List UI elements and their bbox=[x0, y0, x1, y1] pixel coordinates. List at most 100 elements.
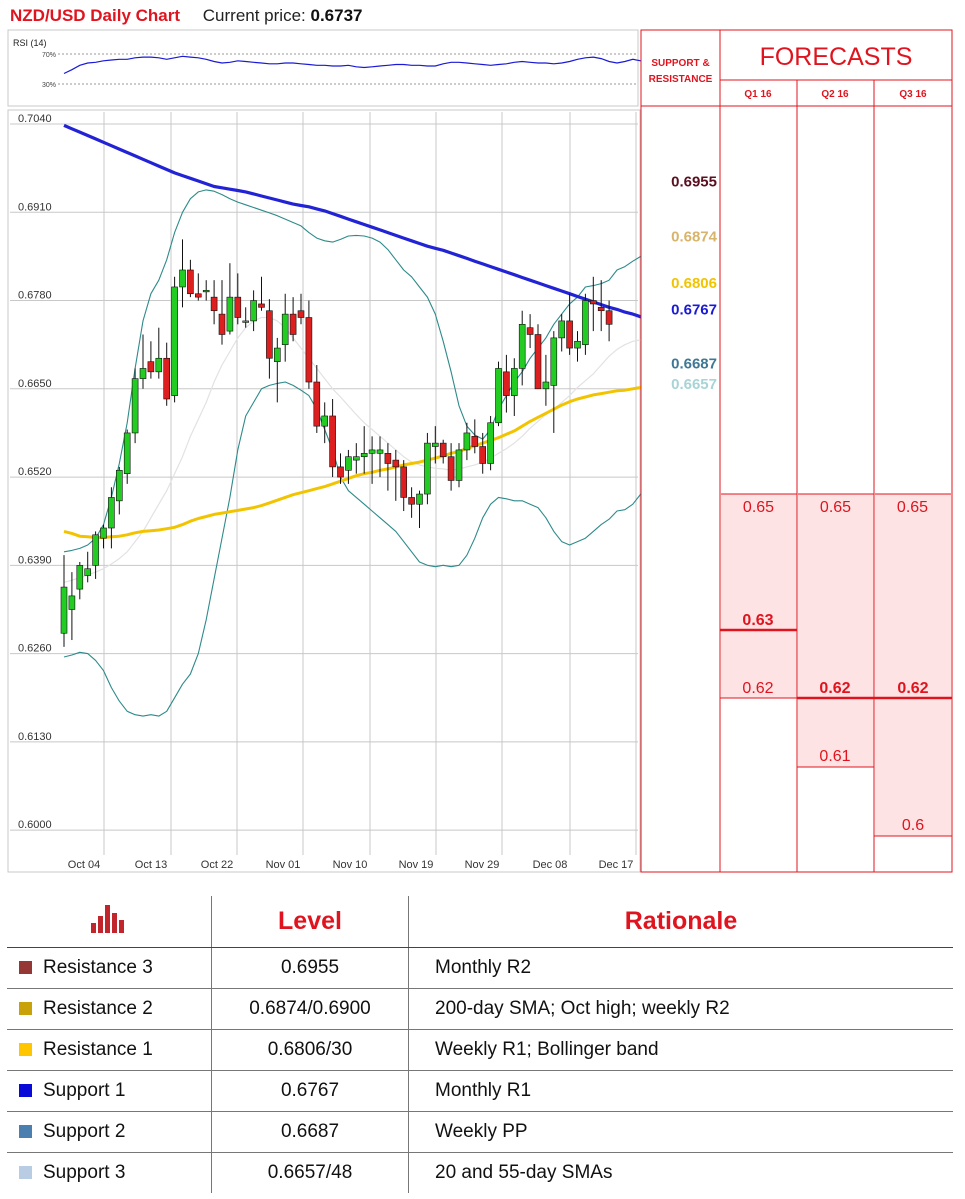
y-tick-label: 0.7040 bbox=[18, 113, 52, 125]
level-name: Support 2 bbox=[43, 1121, 126, 1142]
forecast-values: 0.65 0.65 0.65 0.63 0.62 0.62 0.61 0.62 0.6 bbox=[742, 499, 928, 834]
candle-up bbox=[574, 340, 581, 349]
level-name: Resistance 3 bbox=[43, 957, 153, 978]
series-group bbox=[63, 123, 650, 717]
forecast-shade bbox=[875, 494, 951, 836]
candle-up bbox=[92, 534, 99, 566]
y-tick-label: 0.6130 bbox=[18, 731, 52, 743]
candle-up bbox=[455, 449, 463, 481]
forecast-q3-bottom: 0.6 bbox=[902, 817, 924, 834]
candle-down bbox=[534, 334, 542, 390]
level-name-cell: Resistance 2 bbox=[7, 988, 212, 1030]
level-color-swatch bbox=[19, 1002, 32, 1015]
candle-up bbox=[123, 432, 131, 474]
candle-down bbox=[526, 327, 534, 335]
candle-down bbox=[439, 442, 447, 458]
levels-table-body: Resistance 3 0.6955 Monthly R2 Resistance 2… bbox=[7, 947, 953, 1193]
candle-down bbox=[266, 310, 273, 359]
sr-level-label: 0.6955 bbox=[671, 174, 717, 191]
level-value: 0.6806/30 bbox=[211, 1029, 409, 1071]
candle-down bbox=[218, 313, 226, 335]
price-panel bbox=[7, 109, 641, 873]
candle-up bbox=[360, 453, 368, 458]
candle-up bbox=[131, 378, 139, 434]
candle-down bbox=[589, 300, 597, 305]
sr-level-label: 0.6767 bbox=[671, 301, 717, 318]
level-rationale: Monthly R1 bbox=[408, 1070, 953, 1112]
sr-level-label: 0.6874 bbox=[671, 229, 718, 246]
candle-up bbox=[368, 449, 376, 454]
x-grid: Oct 04 Oct 13 Oct 22 Nov 01 Nov 10 Nov 19 Nov … bbox=[68, 112, 637, 871]
levels-table-row: Resistance 3 0.6955 Monthly R2 bbox=[7, 947, 953, 989]
forecast-top-value: 0.65 bbox=[820, 499, 851, 516]
levels-table-row: Support 1 0.6767 Monthly R1 bbox=[7, 1070, 953, 1112]
forecast-q3-header: Q3 16 bbox=[899, 89, 927, 100]
level-value: 0.6657/48 bbox=[211, 1152, 409, 1193]
current-price-label: Current price: bbox=[202, 6, 306, 25]
level-rationale: Weekly R1; Bollinger band bbox=[408, 1029, 953, 1071]
candle-down bbox=[297, 310, 305, 318]
x-tick-label: Dec 08 bbox=[533, 859, 568, 871]
level-name-cell: Resistance 1 bbox=[7, 1029, 212, 1071]
candle-down bbox=[163, 357, 170, 400]
bollinger-lower-line bbox=[63, 381, 650, 717]
candle-down bbox=[305, 317, 313, 383]
candle-down bbox=[210, 296, 218, 312]
candle-down bbox=[447, 456, 455, 481]
candle-up bbox=[376, 449, 384, 454]
candle-up bbox=[171, 286, 178, 396]
candle-up bbox=[242, 320, 249, 323]
levels-table-row: Resistance 2 0.6874/0.6900 200-day SMA; Oc… bbox=[7, 988, 953, 1030]
sr-column bbox=[640, 29, 721, 873]
candle-up bbox=[155, 357, 163, 373]
candle-up bbox=[76, 565, 84, 590]
candle-up bbox=[542, 381, 550, 390]
candle-up bbox=[250, 300, 257, 322]
candle-up bbox=[273, 347, 281, 362]
sr-title-line1: SUPPORT & bbox=[651, 58, 709, 69]
candle-up bbox=[60, 586, 68, 634]
level-name-cell: Support 2 bbox=[7, 1111, 212, 1153]
candle-down bbox=[566, 320, 573, 349]
candle-up bbox=[518, 324, 526, 369]
candle-down bbox=[195, 293, 202, 298]
candle-up bbox=[84, 568, 91, 576]
bollinger-upper-line bbox=[63, 189, 649, 553]
candle-up bbox=[416, 493, 423, 505]
levels-table-row: Resistance 1 0.6806/30 Weekly R1; Bollinge… bbox=[7, 1029, 953, 1071]
x-tick-label: Oct 04 bbox=[68, 859, 100, 871]
candle-up bbox=[179, 269, 186, 288]
forecast-q1-mid: 0.63 bbox=[742, 612, 773, 629]
level-name: Resistance 2 bbox=[43, 998, 153, 1019]
sr-level-label: 0.6657 bbox=[671, 376, 717, 393]
level-value: 0.6687 bbox=[211, 1111, 409, 1153]
level-value: 0.6874/0.6900 bbox=[211, 988, 409, 1030]
forecast-q1-bottom: 0.62 bbox=[742, 680, 773, 697]
y-tick-label: 0.6650 bbox=[18, 378, 52, 390]
candle-down bbox=[313, 381, 321, 427]
candle-up bbox=[558, 320, 566, 339]
level-rationale: Weekly PP bbox=[408, 1111, 953, 1153]
candle-up bbox=[281, 313, 289, 345]
level-column-header: Level bbox=[211, 896, 409, 948]
forecast-q1-header: Q1 16 bbox=[744, 89, 772, 100]
sr-level-label: 0.6806 bbox=[671, 275, 717, 292]
level-color-swatch bbox=[19, 1043, 32, 1056]
x-tick-label: Nov 10 bbox=[333, 859, 368, 871]
candle-down bbox=[471, 436, 479, 447]
level-name-cell: Support 3 bbox=[7, 1152, 212, 1193]
candle-up bbox=[431, 442, 439, 447]
sr-level-label: 0.6687 bbox=[671, 356, 717, 373]
candle-up bbox=[352, 456, 360, 461]
rsi-line bbox=[63, 55, 657, 75]
candle-up bbox=[463, 432, 471, 451]
forecast-q2-header: Q2 16 bbox=[821, 89, 849, 100]
y-tick-label: 0.6520 bbox=[18, 466, 52, 478]
levels-table-header: Level Rationale bbox=[7, 896, 953, 948]
level-color-swatch bbox=[19, 1166, 32, 1179]
level-rationale: 200-day SMA; Oct high; weekly R2 bbox=[408, 988, 953, 1030]
candle-up bbox=[345, 456, 352, 471]
forecast-q3-mid: 0.62 bbox=[897, 680, 928, 697]
candle-down bbox=[597, 307, 605, 312]
candle-up bbox=[321, 415, 329, 427]
